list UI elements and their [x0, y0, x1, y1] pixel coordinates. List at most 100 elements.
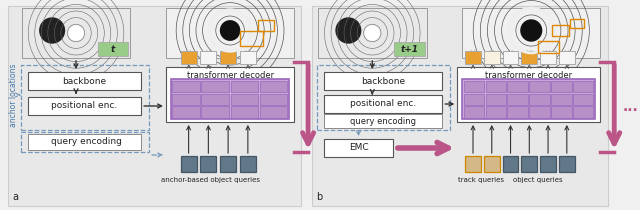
Bar — [462, 8, 600, 58]
Bar — [502, 156, 518, 172]
Bar — [20, 65, 149, 130]
Bar — [230, 81, 258, 92]
Bar — [202, 106, 229, 118]
Bar — [465, 156, 481, 172]
Text: track queries: track queries — [458, 177, 504, 183]
Bar — [457, 67, 600, 122]
Text: backbone: backbone — [361, 76, 405, 85]
Bar — [166, 67, 294, 122]
Bar — [462, 79, 595, 119]
Text: anchor locations: anchor locations — [10, 63, 19, 127]
Bar — [394, 42, 424, 56]
Bar — [502, 51, 518, 64]
Bar — [508, 94, 528, 105]
Text: anchor-based object queries: anchor-based object queries — [161, 177, 260, 183]
Bar — [573, 94, 593, 105]
Bar — [220, 51, 236, 64]
Bar — [180, 156, 196, 172]
Text: object queries: object queries — [513, 177, 563, 183]
Bar — [486, 106, 506, 118]
Text: transformer decoder: transformer decoder — [485, 71, 572, 80]
Bar — [486, 81, 506, 92]
Bar — [259, 20, 274, 30]
Bar — [28, 72, 141, 90]
Bar — [22, 8, 131, 58]
Bar — [463, 94, 484, 105]
Bar — [324, 114, 442, 128]
Bar — [172, 94, 200, 105]
Bar — [522, 156, 537, 172]
Bar — [28, 97, 141, 115]
Bar — [220, 156, 236, 172]
Bar — [28, 134, 141, 150]
Text: t+1: t+1 — [401, 45, 419, 54]
Bar — [172, 81, 200, 92]
Bar — [230, 106, 258, 118]
Bar — [559, 51, 575, 64]
Bar — [20, 132, 149, 152]
Bar — [529, 81, 550, 92]
Bar — [522, 51, 537, 64]
Circle shape — [39, 17, 65, 44]
Text: query encoding: query encoding — [350, 117, 416, 126]
Bar — [324, 139, 393, 157]
Bar — [8, 6, 301, 206]
Bar — [202, 94, 229, 105]
Bar — [260, 94, 287, 105]
Bar — [202, 81, 229, 92]
Bar — [570, 19, 584, 28]
Text: positional enc.: positional enc. — [51, 101, 118, 110]
Bar — [317, 65, 451, 130]
Text: b: b — [316, 192, 323, 202]
Text: ...: ... — [622, 100, 638, 114]
Text: a: a — [13, 192, 19, 202]
Bar — [230, 94, 258, 105]
Bar — [551, 106, 572, 118]
Bar — [508, 81, 528, 92]
Bar — [98, 42, 129, 56]
Bar — [486, 94, 506, 105]
Bar — [172, 106, 200, 118]
Bar — [240, 51, 256, 64]
Bar — [312, 6, 608, 206]
Bar — [241, 30, 264, 46]
Bar — [171, 79, 289, 119]
Text: EMC: EMC — [349, 143, 368, 152]
Bar — [573, 106, 593, 118]
Bar — [463, 81, 484, 92]
Bar — [318, 8, 427, 58]
Circle shape — [68, 25, 84, 41]
Bar — [529, 94, 550, 105]
Bar — [465, 51, 481, 64]
Bar — [508, 106, 528, 118]
Bar — [180, 51, 196, 64]
Bar — [559, 156, 575, 172]
Circle shape — [220, 20, 241, 41]
Text: transformer decoder: transformer decoder — [186, 71, 274, 80]
Bar — [260, 106, 287, 118]
Bar — [552, 25, 568, 35]
Bar — [166, 8, 294, 58]
Bar — [551, 94, 572, 105]
Bar — [324, 72, 442, 90]
Bar — [324, 95, 442, 113]
Text: backbone: backbone — [62, 76, 106, 85]
Bar — [463, 106, 484, 118]
Bar — [484, 51, 500, 64]
Bar — [540, 156, 556, 172]
Bar — [551, 81, 572, 92]
Bar — [240, 156, 256, 172]
Bar — [200, 51, 216, 64]
Bar — [529, 106, 550, 118]
Bar — [573, 81, 593, 92]
Bar — [260, 81, 287, 92]
Text: query encoding: query encoding — [51, 138, 122, 147]
Text: positional enc.: positional enc. — [350, 100, 416, 109]
Circle shape — [335, 17, 362, 44]
Text: t: t — [111, 45, 115, 54]
Bar — [484, 156, 500, 172]
Bar — [538, 41, 559, 53]
Bar — [540, 51, 556, 64]
Bar — [200, 156, 216, 172]
Circle shape — [520, 19, 542, 42]
